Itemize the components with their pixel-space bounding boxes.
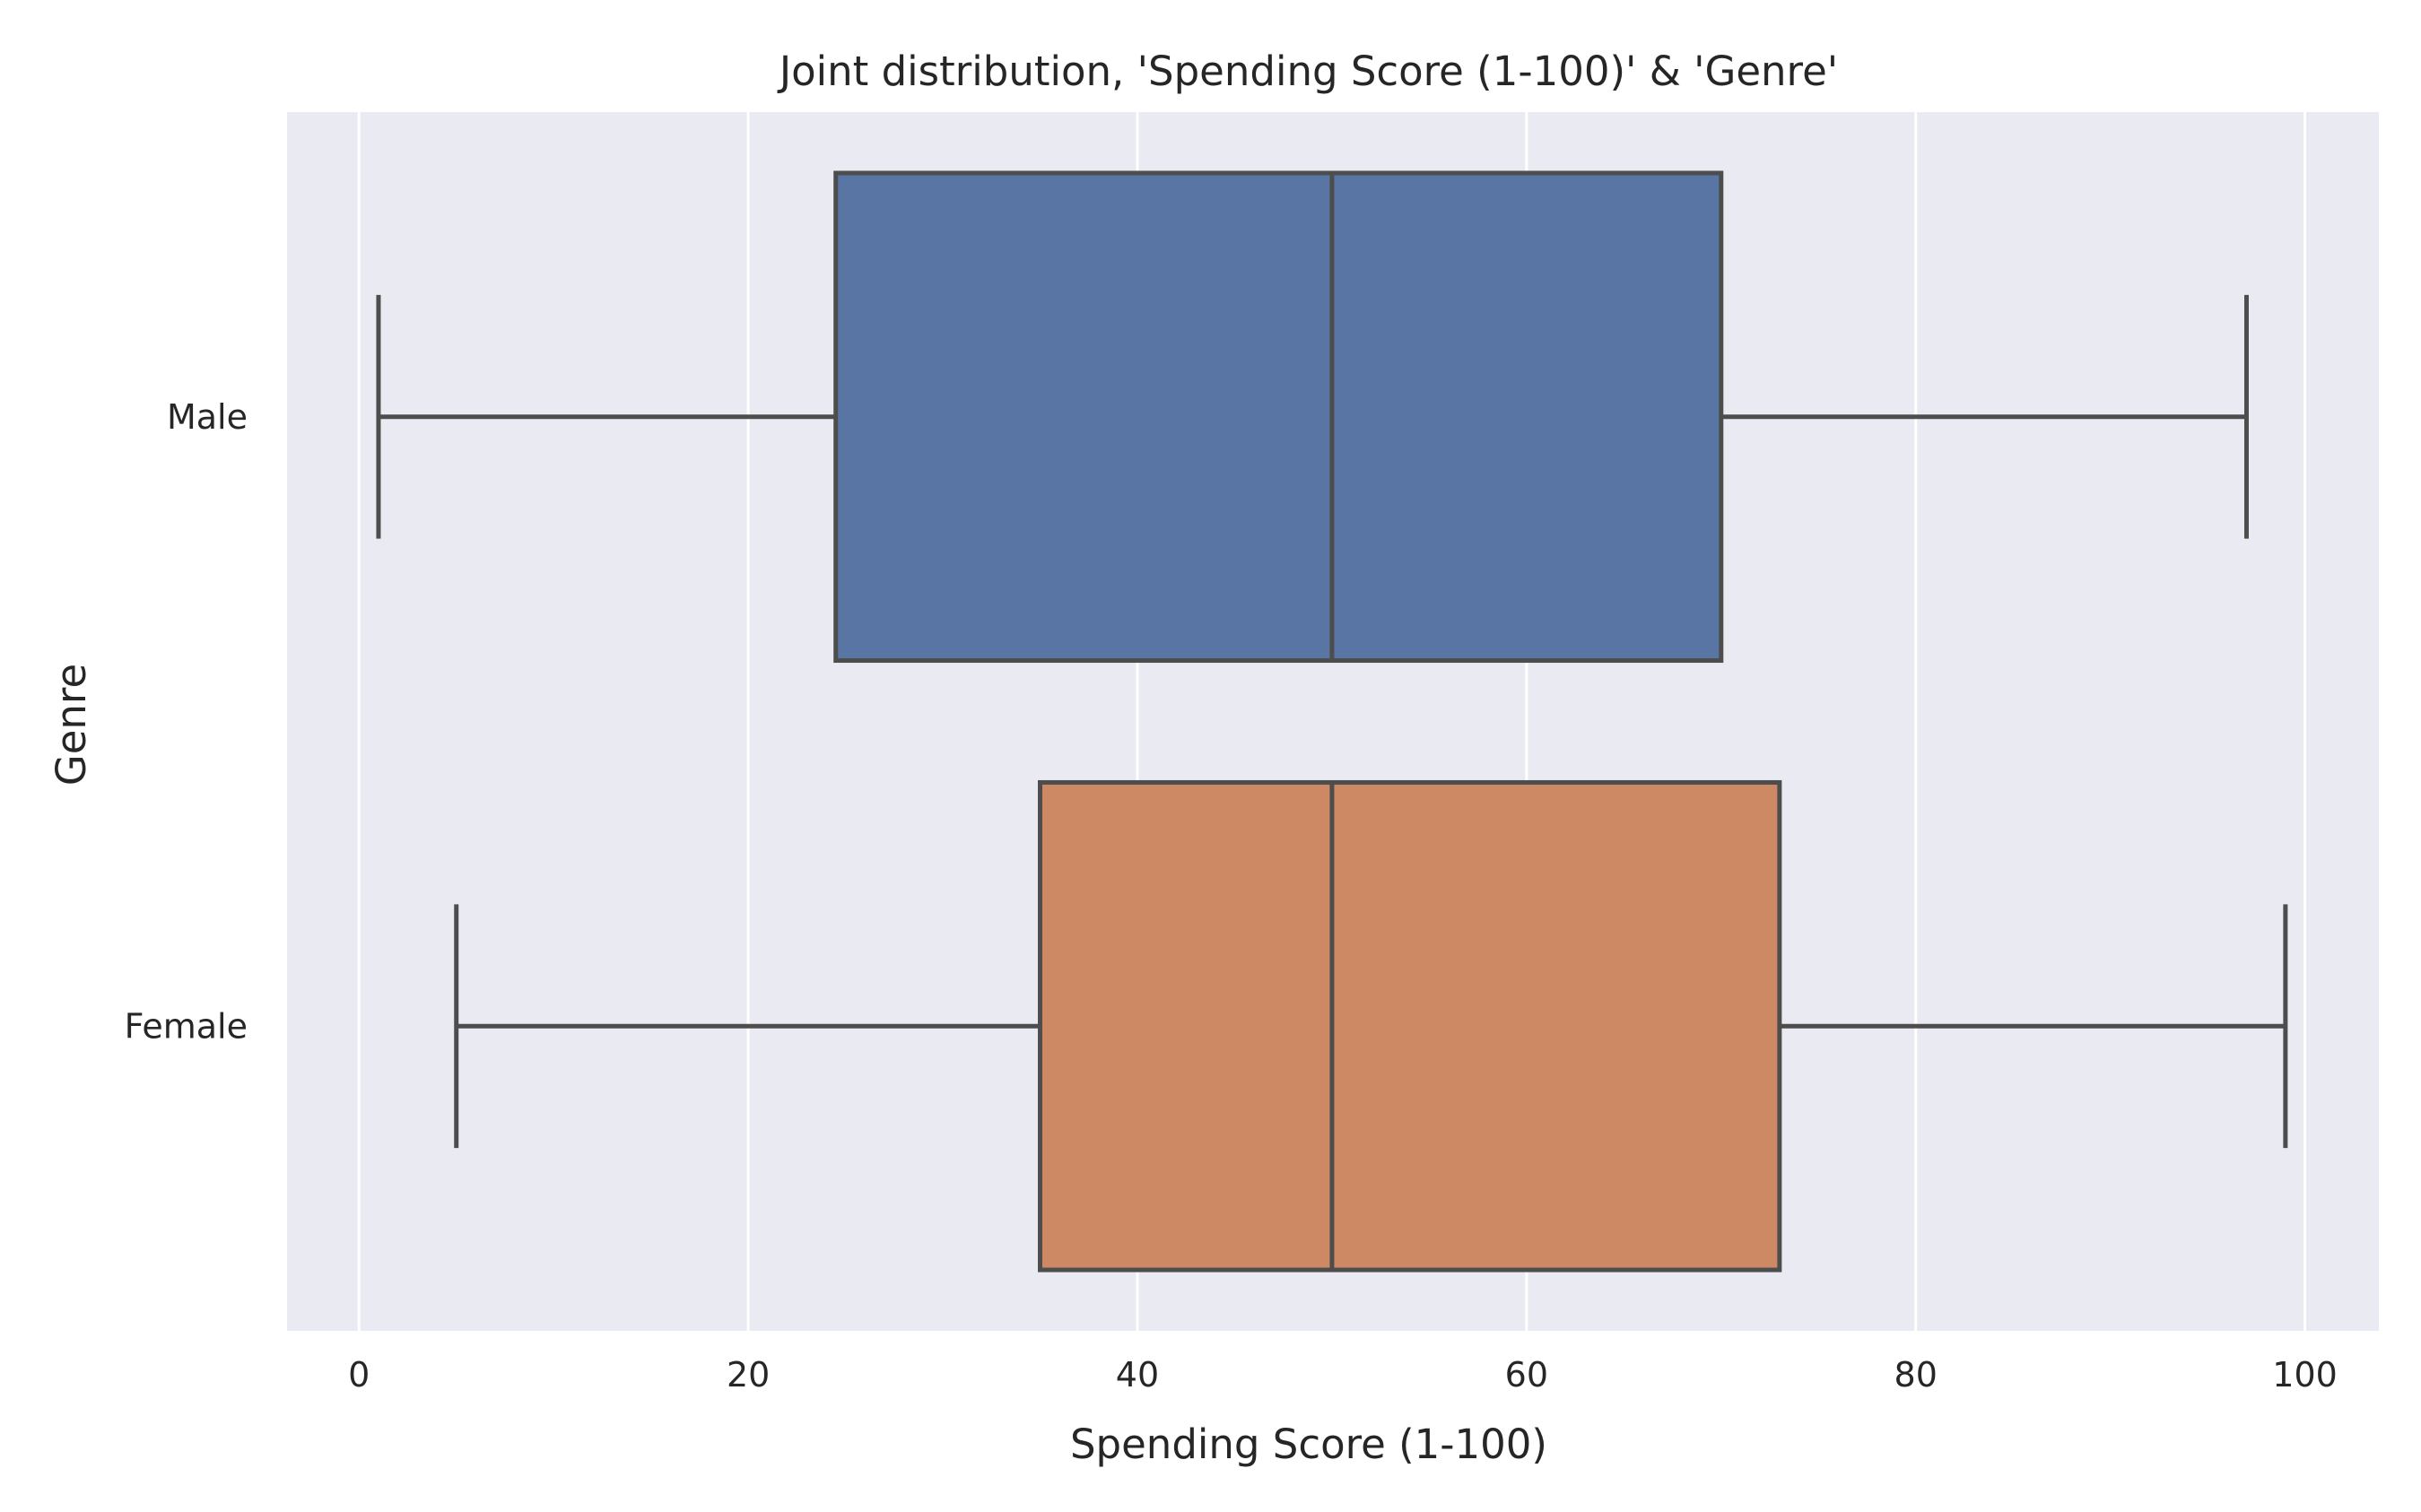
y-axis-label: Genre [48,664,95,786]
y-category-label: Female [125,1006,248,1046]
iqr-box [1038,779,1782,1273]
x-tick-label: 100 [2272,1355,2338,1395]
y-axis-categories: Male Female [125,397,248,1047]
iqr-box [833,170,1724,664]
x-tick-label: 60 [1505,1355,1548,1395]
x-tick-label: 80 [1894,1355,1938,1395]
y-category-label: Male [167,397,248,437]
x-axis-ticks: 0 20 40 60 80 100 [348,1355,2338,1395]
chart-title: Joint distribution, 'Spending Score (1-1… [777,48,1838,95]
box-series [376,170,2288,1273]
box-male [376,170,2249,664]
x-tick-label: 0 [348,1355,370,1395]
x-axis-label: Spending Score (1-100) [1070,1421,1547,1468]
x-tick-label: 40 [1116,1355,1159,1395]
x-tick-label: 20 [727,1355,770,1395]
box-female [454,779,2288,1273]
